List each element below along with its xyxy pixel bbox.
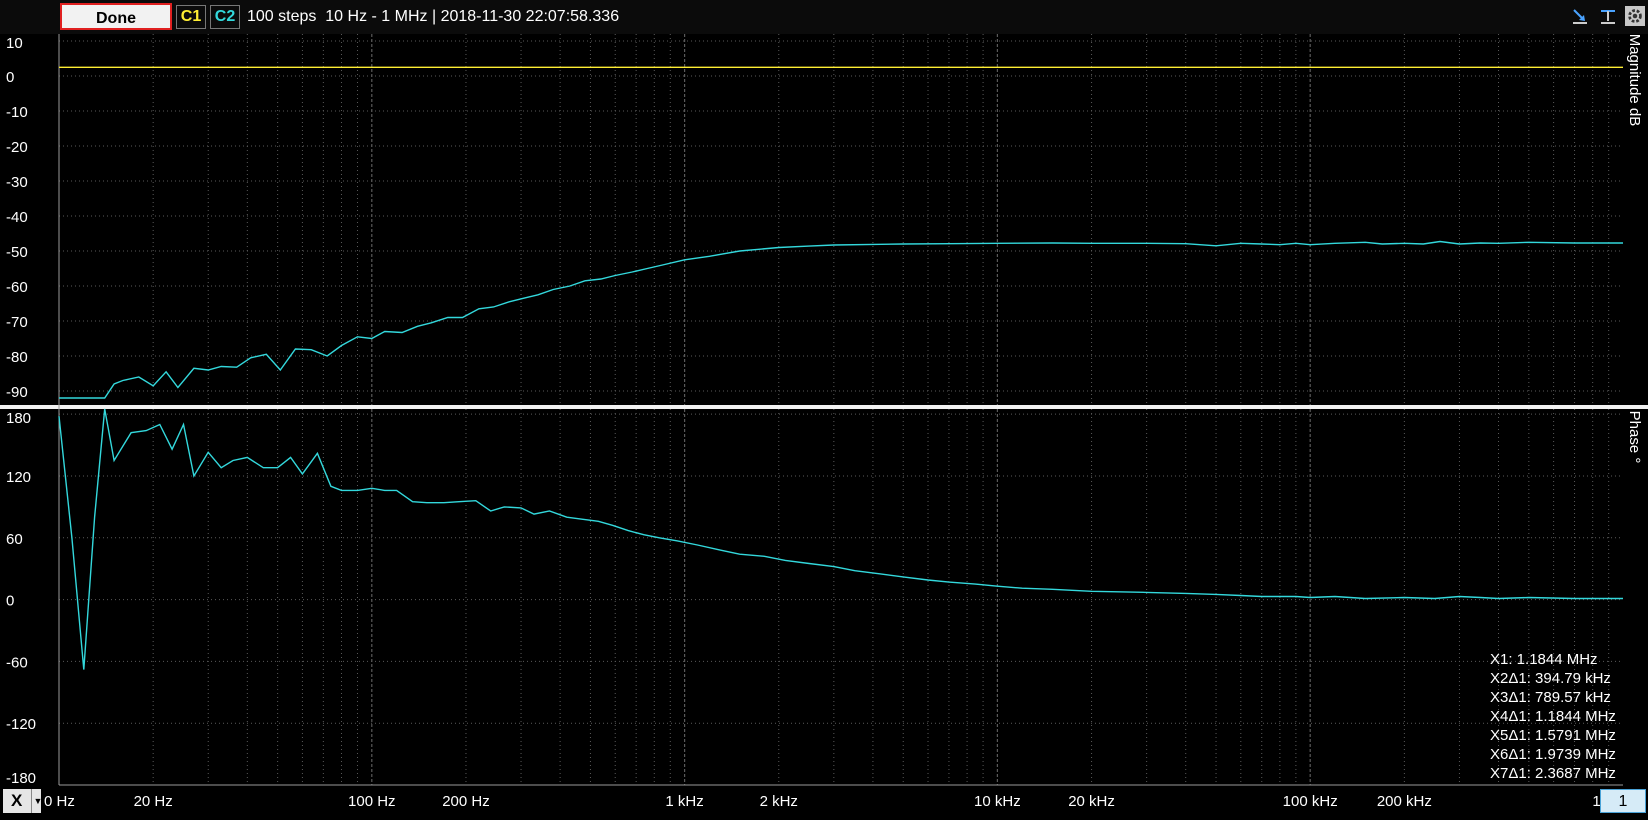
y-tick-label: -30	[6, 174, 28, 191]
readout-x5: X5Δ1: 1.5791 MHz	[1490, 727, 1616, 744]
y-tick-label: -90	[6, 384, 28, 401]
magnitude-axis-label: Magnitude dB	[1626, 34, 1643, 126]
x-tick-label: 100 kHz	[1283, 793, 1338, 810]
y-tick-label: -10	[6, 104, 28, 121]
y-tick-label: -50	[6, 244, 28, 261]
cursor-level-icon[interactable]	[1598, 6, 1618, 26]
y-tick-label: -120	[6, 716, 36, 733]
gear-icon[interactable]	[1624, 6, 1646, 26]
magnitude-plot-area[interactable]	[59, 34, 1623, 406]
y-tick-label: -20	[6, 139, 28, 156]
y-tick-label: -40	[6, 209, 28, 226]
y-tick-label: -180	[6, 770, 36, 787]
y-tick-label: -60	[6, 279, 28, 296]
x-tick-label: 200 Hz	[442, 793, 490, 810]
x-tick-label: 0 Hz	[44, 793, 75, 810]
y-tick-label: 180	[6, 410, 31, 427]
cursor-readouts: X1: 1.1844 MHz X2Δ1: 394.79 kHz X3Δ1: 78…	[1490, 650, 1616, 783]
y-tick-label: -80	[6, 349, 28, 366]
x-tick-label: 10 kHz	[974, 793, 1021, 810]
channel-1-toggle[interactable]: C1	[176, 5, 206, 29]
x-axis-button[interactable]: X ▼	[3, 789, 44, 813]
readout-x1: X1: 1.1844 MHz	[1490, 651, 1598, 668]
x-tick-label: 100 Hz	[348, 793, 396, 810]
y-tick-label: -60	[6, 654, 28, 671]
cursor-down-icon[interactable]	[1570, 6, 1590, 26]
readout-x6: X6Δ1: 1.9739 MHz	[1490, 746, 1616, 763]
x-tick-label: 20 Hz	[134, 793, 173, 810]
x-tick-label: 20 kHz	[1068, 793, 1115, 810]
series-line-1-2	[59, 240, 1623, 399]
toolbar: Done C1 C2 100 steps 10 Hz - 1 MHz | 201…	[0, 0, 1648, 34]
phase-axis-label: Phase °	[1626, 411, 1643, 464]
channel-2-toggle[interactable]: C2	[210, 5, 240, 29]
readout-x4: X4Δ1: 1.1844 MHz	[1490, 708, 1616, 725]
x-tick-label: 200 kHz	[1377, 793, 1432, 810]
page-selector[interactable]: 1	[1600, 789, 1646, 813]
y-tick-label: 60	[6, 531, 23, 548]
sweep-info: 100 steps 10 Hz - 1 MHz | 2018-11-30 22:…	[247, 8, 620, 25]
y-tick-label: 0	[6, 69, 14, 86]
panel-divider[interactable]	[0, 405, 1648, 409]
y-tick-label: -70	[6, 314, 28, 331]
readout-x7: X7Δ1: 2.3687 MHz	[1490, 765, 1616, 782]
y-tick-label: 10	[6, 35, 23, 52]
y-tick-label: 0	[6, 593, 14, 610]
series-line-2-1	[58, 408, 1623, 670]
y-tick-label: 120	[6, 469, 31, 486]
readout-x2: X2Δ1: 394.79 kHz	[1490, 670, 1611, 687]
x-tick-label: 2 kHz	[760, 793, 798, 810]
phase-plot-area[interactable]	[59, 410, 1623, 785]
chevron-down-icon[interactable]: ▼	[31, 789, 44, 813]
x-tick-label: 1 kHz	[665, 793, 703, 810]
done-button[interactable]: Done	[60, 3, 172, 30]
readout-x3: X3Δ1: 789.57 kHz	[1490, 689, 1611, 706]
bode-plot[interactable]: 10 0 -10 -20 -30 -40 -50 -60 -70 -80 -90 180 120 60 0 -…	[0, 34, 1648, 820]
x-axis-button-label: X	[11, 791, 23, 810]
